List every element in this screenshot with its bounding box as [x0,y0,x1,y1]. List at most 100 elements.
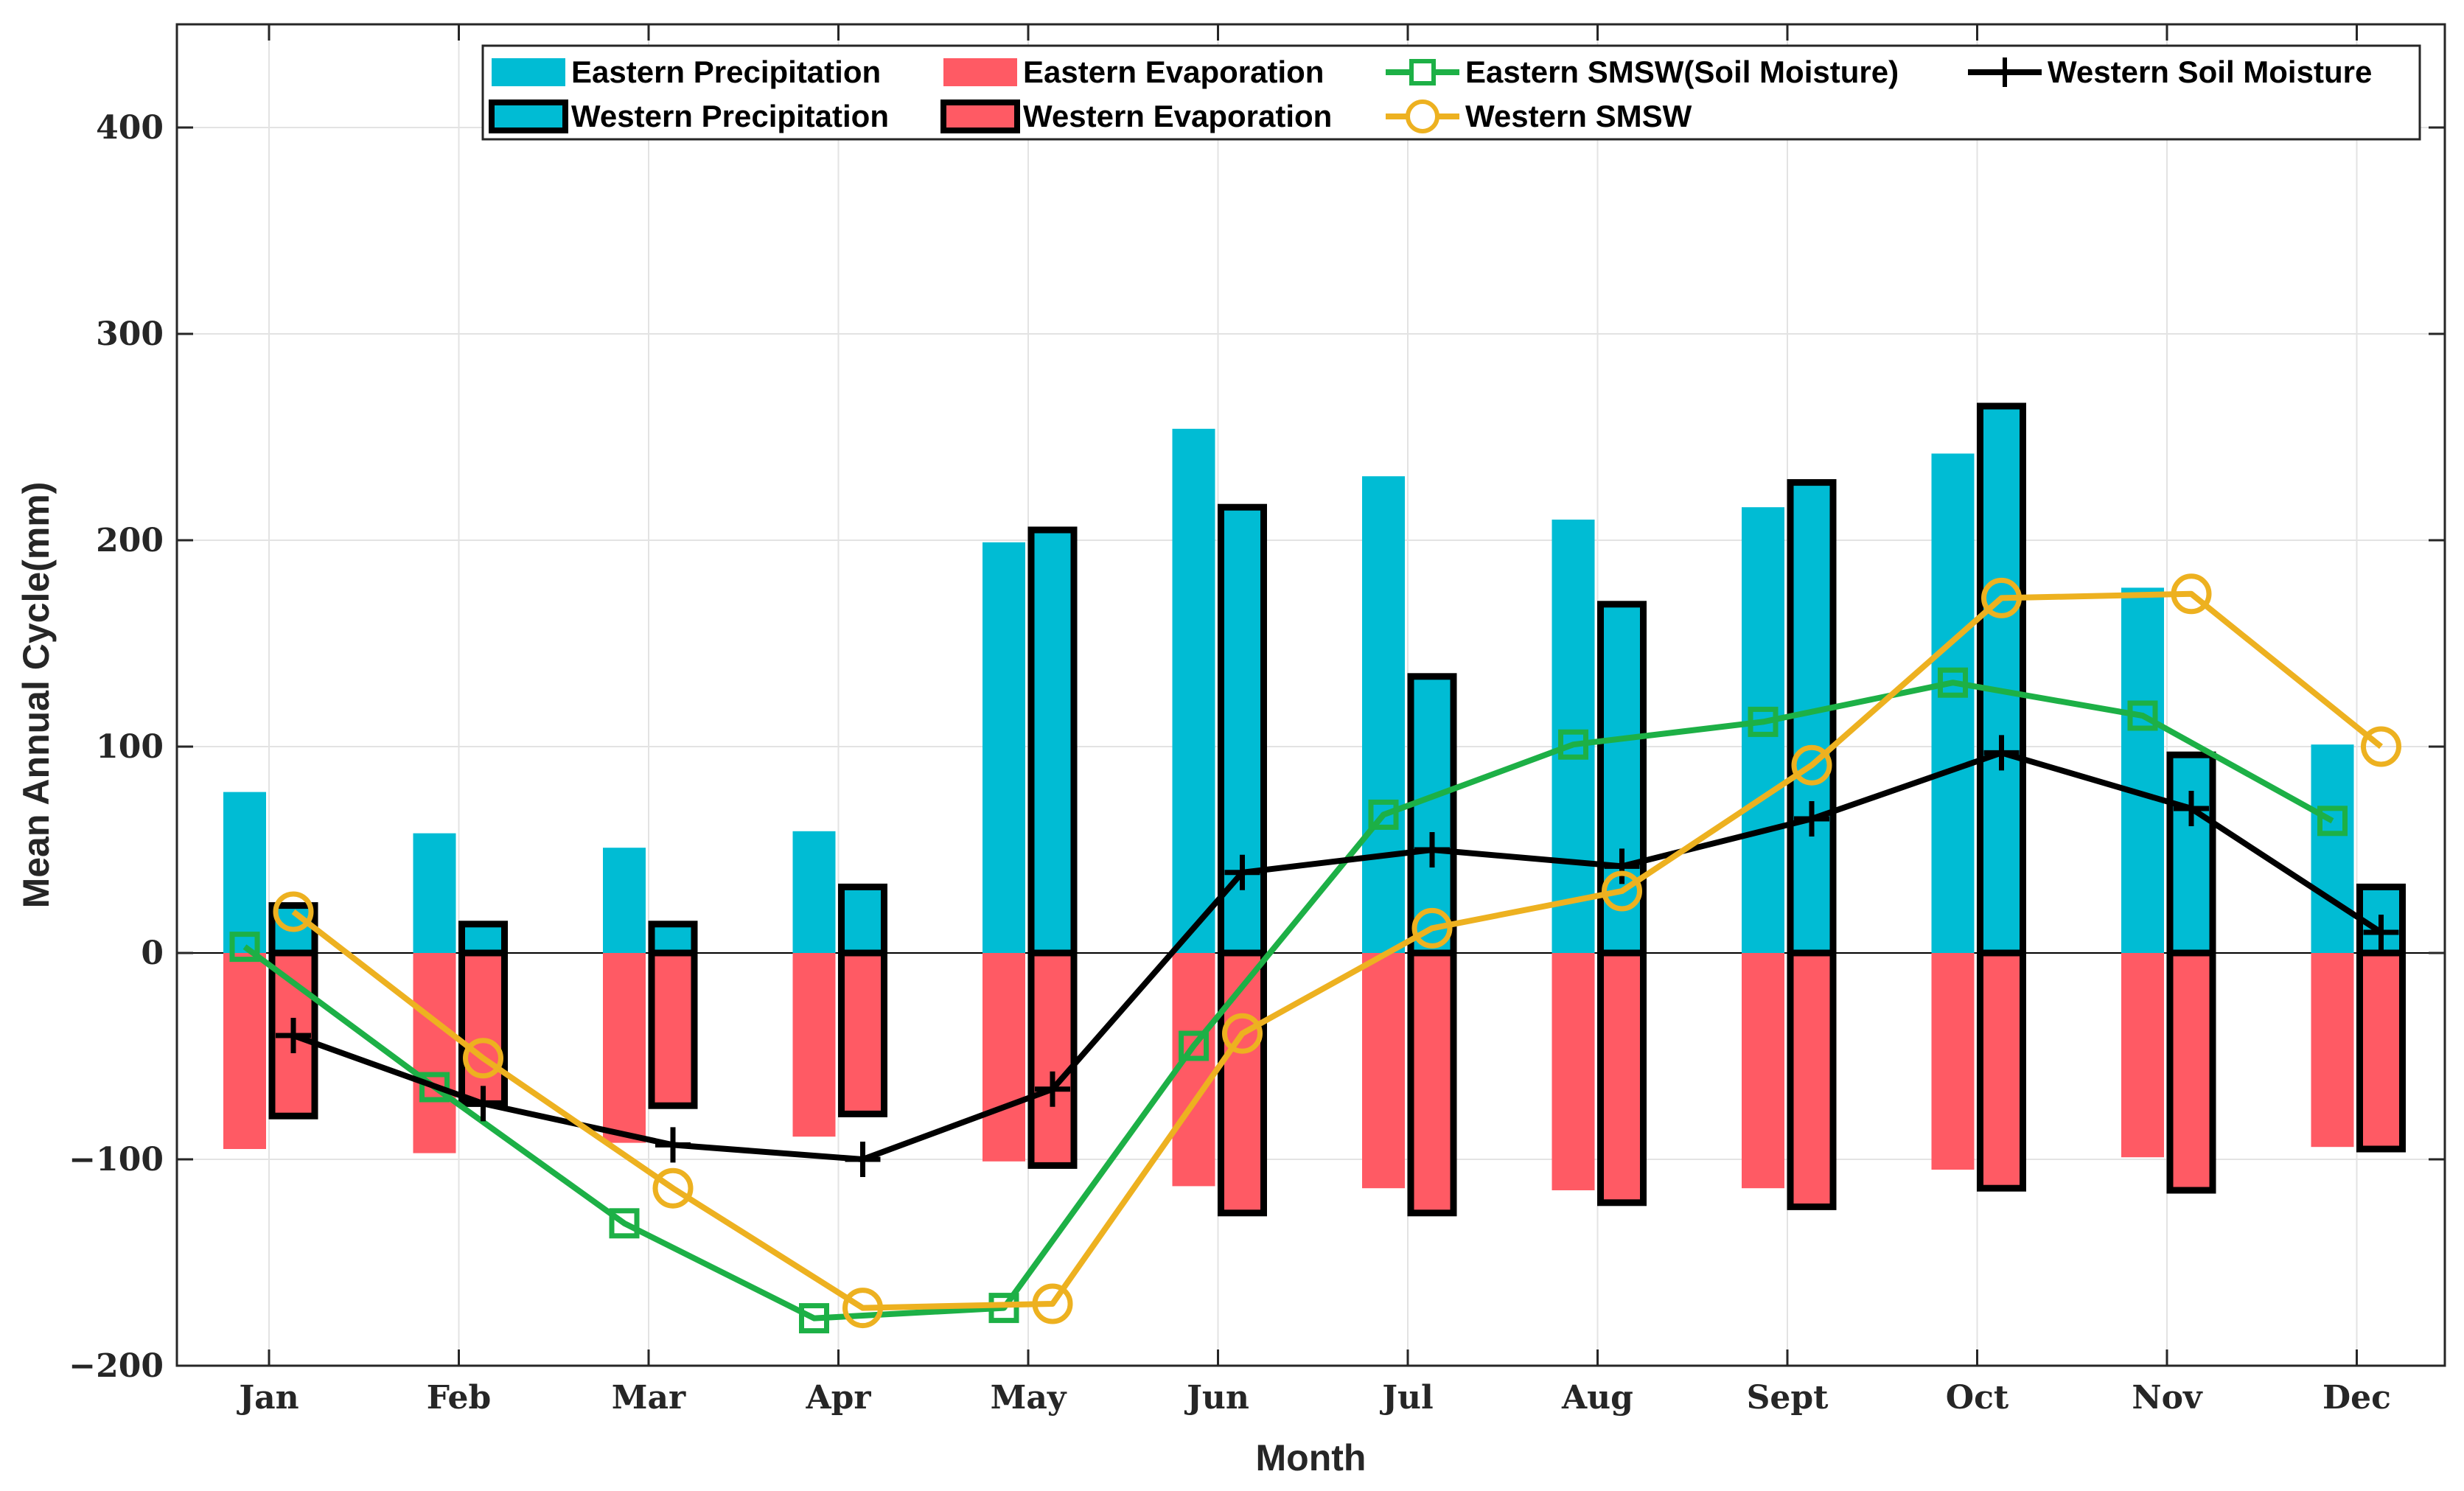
legend-label-0-1: Eastern Evaporation [1023,55,1324,89]
bar-3-feb [458,949,508,1107]
bar-3-oct [1977,949,2026,1192]
marker-1-jul [1414,832,1450,867]
bar-2-feb [458,921,508,957]
legend-item-1-0: Western Precipitation [489,99,889,133]
bar-3-mar [648,949,698,1109]
marker-2-apr [842,1288,883,1329]
legend-label-0-2: Eastern SMSW(Soil Moisture) [1465,55,1899,89]
marker-0-oct [1938,667,1968,698]
bar-3-may [1027,949,1078,1169]
bar-0-apr [792,831,836,953]
marker-2-feb [463,1038,503,1079]
marker-1-nov [2174,791,2209,826]
bar-0-feb [413,833,456,953]
bar-1-jan [223,953,266,1149]
marker-1-apr [845,1142,881,1177]
legend-item-0-2: Eastern SMSW(Soil Moisture) [1386,55,1899,89]
bar-2-apr [838,883,887,957]
bar-0-dec [2311,744,2354,953]
marker-0-aug [1558,729,1588,760]
xtick-label-nov: Nov [2132,1379,2203,1417]
xtick-label-may: May [991,1379,1067,1417]
bar-2-jul [1407,673,1457,957]
bar-1-sept [1742,953,1784,1189]
bar-0-oct [1931,453,1975,953]
marker-0-mar [609,1208,640,1239]
bar-1-oct [1931,953,1975,1170]
bar-3-dec [2356,949,2406,1153]
bar-1-apr [792,953,836,1137]
bar-1-mar [603,953,646,1143]
plot-background [177,24,2445,1366]
bar-series-0 [223,428,2354,953]
ytick-label-6: 400 [96,109,164,147]
marker-2-aug [1602,870,1642,912]
legend-swatch-bar-1 [943,58,1017,86]
ytick-label-2: 0 [141,935,164,972]
ytick-label-0: −200 [69,1347,164,1385]
bar-0-jan [223,792,266,953]
marker-0-nov [2127,700,2158,731]
legend-label-0-0: Eastern Precipitation [571,55,881,89]
marker-2-nov [2171,573,2212,615]
bar-0-jun [1172,428,1215,953]
xtick-label-jan: Jan [236,1379,299,1417]
marker-2-oct [1981,577,2022,618]
marker-0-dec [2317,806,2348,837]
x-axis-title: Month [1256,1437,1367,1478]
marker-0-jul [1368,799,1399,830]
legend-swatch-bar-3 [940,99,1020,133]
bar-0-may [983,542,1025,953]
ytick-label-4: 200 [96,522,164,559]
line-series-2 [273,573,2401,1329]
marker-0-jan [229,932,260,963]
marker-2-dec [2361,726,2401,767]
legend-marker-0 [1409,59,1436,85]
bar-series-3 [268,949,2406,1217]
legend-swatch-bar-2 [489,99,568,133]
ytick-label-1: −100 [69,1141,164,1179]
marker-1-oct [1983,735,2020,771]
bar-2-nov [2166,751,2216,957]
legend-label-1-2: Western SMSW [1465,99,1692,133]
marker-2-jul [1411,907,1453,949]
marker-0-feb [419,1072,450,1103]
legend-label-1-0: Western Precipitation [571,99,889,133]
xtick-label-dec: Dec [2322,1379,2391,1417]
marker-2-sept [1791,744,1832,786]
bar-3-jun [1218,949,1267,1217]
line-path-2 [291,590,2384,1311]
legend-item-0-3: Western Soil Moisture [1968,55,2372,89]
marker-1-feb [465,1086,501,1122]
bar-2-mar [648,921,698,957]
legend-marker-1 [1990,57,2020,87]
bar-3-nov [2166,949,2216,1194]
legend-item-0-1: Eastern Evaporation [943,55,1324,89]
plot-frame [175,23,2446,1367]
line-series-1 [276,735,2399,1177]
marker-1-jan [276,1018,311,1053]
legend-label-0-3: Western Soil Moisture [2048,55,2372,89]
bar-3-jul [1407,949,1457,1217]
xtick-label-jun: Jun [1184,1379,1249,1417]
bar-1-feb [413,953,456,1153]
legend-item-1-2: Western SMSW [1386,99,1692,133]
bar-3-aug [1597,949,1647,1207]
bar-2-may [1027,526,1078,957]
legend-label-1-1: Western Evaporation [1023,99,1332,133]
marker-0-apr [799,1303,829,1334]
legend-box [481,44,2421,141]
xtick-label-feb: Feb [427,1379,492,1417]
y-axis-title: Mean Annual Cycle(mm) [15,482,57,909]
bar-1-may [983,953,1025,1162]
legend-marker-2 [1406,99,1439,133]
bar-2-oct [1977,402,2026,957]
marker-1-jun [1224,854,1260,890]
legend-item-0-0: Eastern Precipitation [492,55,881,89]
marker-0-sept [1748,706,1779,737]
axes-group: −200 −100 0 100 200 300 400 Jan Feb Mar Apr May Jun J… [15,23,2446,1478]
bar-1-nov [2121,953,2164,1158]
bar-0-jul [1362,476,1405,953]
marker-2-mar [652,1167,694,1209]
